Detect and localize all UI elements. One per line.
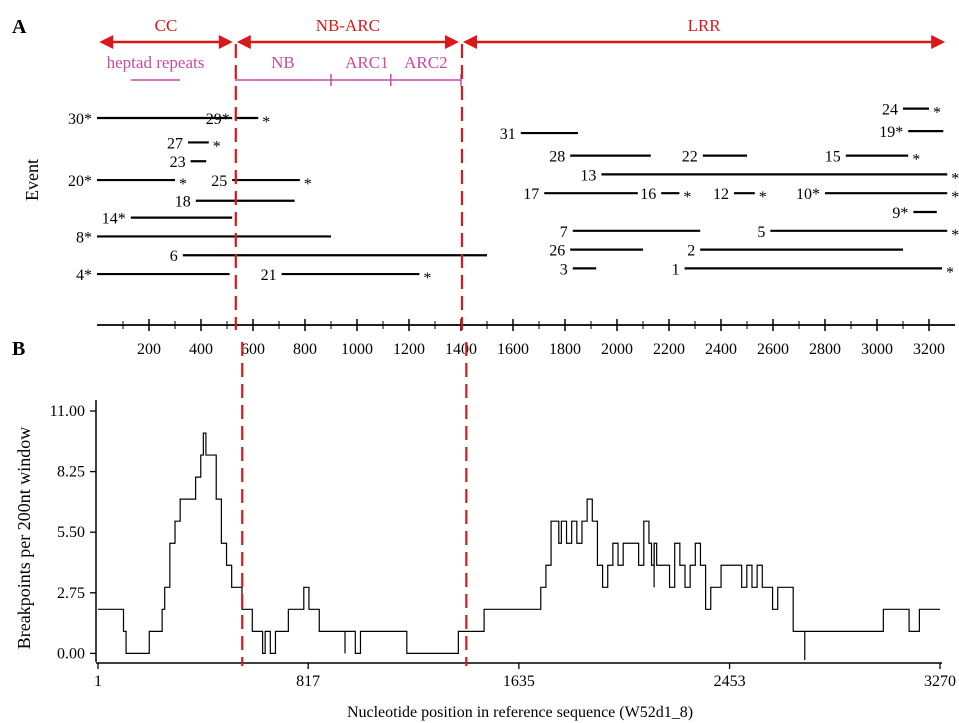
event-star: * <box>262 114 270 131</box>
event-label: 23 <box>170 154 186 171</box>
panel-b-ytick-label: 0.00 <box>57 645 85 662</box>
event-label: 13 <box>580 167 596 184</box>
panel-a-tick-label: 400 <box>189 341 213 358</box>
event-star: * <box>951 189 959 206</box>
domain-label: CC <box>155 16 178 35</box>
event-label: 26 <box>549 243 565 260</box>
panel-b-ytick-label: 5.50 <box>57 524 85 541</box>
domain-label: NB-ARC <box>316 16 380 35</box>
domain-arrow-head-left <box>463 35 477 49</box>
event-label: 28 <box>549 149 565 166</box>
panel-b-xtick-label: 2453 <box>714 673 746 690</box>
breakpoint-step-line <box>98 432 940 654</box>
panel-a-tick-label: 2200 <box>653 341 685 358</box>
event-segments: 30* 29* *24 *31 19*27 *23 28 22 15 *13 *20* * 25 *18 1… <box>68 102 959 287</box>
event-star: * <box>951 227 959 244</box>
event-star: * <box>946 264 954 281</box>
panel-b-axes: 0.00 2.75 5.50 8.25 11.00 1 817 1635 2453 3270 <box>50 400 956 690</box>
panel-b-xtick-label: 1 <box>94 673 102 690</box>
panel-a-ylabel: Event <box>22 159 42 201</box>
panel-a-tick-label: 2400 <box>705 341 737 358</box>
event-label: 24 <box>882 102 898 119</box>
event-label: 30* <box>68 111 92 128</box>
event-label: 8* <box>76 229 92 246</box>
panel-a-tick-label: 600 <box>241 341 265 358</box>
panel-a-tick-label: 1000 <box>341 341 373 358</box>
event-star: * <box>179 176 187 193</box>
event-label: 3 <box>560 261 568 278</box>
event-label: 25 <box>211 173 227 190</box>
panel-b-xlabel: Nucleotide position in reference sequenc… <box>347 704 693 721</box>
domain-arrow-head-left <box>236 35 251 49</box>
event-label: 4* <box>76 267 92 284</box>
event-label: 10* <box>796 186 820 203</box>
panel-b-label: B <box>12 338 25 360</box>
event-label: 31 <box>500 126 516 143</box>
panel-a-tick-label: 3200 <box>913 341 945 358</box>
panel-b-xtick-label: 3270 <box>924 673 956 690</box>
panel-a-tick-label: 1400 <box>445 341 477 358</box>
panel-a-tick-label: 800 <box>293 341 317 358</box>
event-star: * <box>759 189 767 206</box>
panel-b-ytick-label: 11.00 <box>50 403 85 420</box>
event-star: * <box>933 105 941 122</box>
panel-b-ytick-label: 2.75 <box>57 585 85 602</box>
subdomain-bars: heptad repeats NB ARC1 ARC2 <box>107 53 462 86</box>
panel-a-tick-label: 200 <box>137 341 161 358</box>
event-star: * <box>304 176 312 193</box>
domain-label: LRR <box>688 16 722 35</box>
panel-b-ytick-label: 8.25 <box>57 464 85 481</box>
event-label: 1 <box>672 261 680 278</box>
subdomain-label: ARC2 <box>404 53 447 72</box>
panel-a-tick-label: 3000 <box>861 341 893 358</box>
event-label: 16 <box>640 186 656 203</box>
subdomain-label: heptad repeats <box>107 53 205 72</box>
event-star: * <box>951 170 959 187</box>
event-star: * <box>912 152 920 169</box>
domain-arrow-head-right <box>218 35 233 49</box>
event-label: 17 <box>523 186 539 203</box>
event-label: 21 <box>261 267 277 284</box>
domain-boundary-lines <box>234 44 468 666</box>
panel-a-tick-label: 2000 <box>601 341 633 358</box>
panel-a-tick-label: 2800 <box>809 341 841 358</box>
panel-a-label: A <box>12 16 27 38</box>
panel-b-xtick-label: 817 <box>296 673 320 690</box>
event-label: 12 <box>713 186 729 203</box>
event-star: * <box>683 189 691 206</box>
event-label: 19* <box>879 124 903 141</box>
event-label: 29* <box>206 111 230 128</box>
panel-a-tick-label: 1800 <box>549 341 581 358</box>
subdomain-label: ARC1 <box>345 53 388 72</box>
event-star: * <box>213 138 221 155</box>
domain-arrow-head-left <box>99 35 114 49</box>
panel-a-tick-label: 1200 <box>393 341 425 358</box>
event-label: 18 <box>175 194 191 211</box>
event-star: * <box>423 270 431 287</box>
domain-arrow-head-right <box>445 35 459 49</box>
event-label: 20* <box>68 173 92 190</box>
event-label: 7 <box>560 224 568 241</box>
panel-b-ylabel: Breakpoints per 200nt window <box>14 427 34 649</box>
event-label: 27 <box>167 135 183 152</box>
event-label: 9* <box>892 205 908 222</box>
event-label: 22 <box>682 149 698 166</box>
panel-a-tick-label: 2600 <box>757 341 789 358</box>
subdomain-label: NB <box>271 53 295 72</box>
event-label: 15 <box>825 149 841 166</box>
event-label: 2 <box>687 243 695 260</box>
panel-a-axis: 200 400 600 800 1000 1200 1400 1600 1800 2000 2200… <box>97 319 955 358</box>
event-label: 6 <box>170 248 178 265</box>
event-label: 14* <box>102 211 126 228</box>
breakpoint-step-series <box>98 432 940 660</box>
panel-a-tick-label: 1600 <box>497 341 529 358</box>
domain-arrow-head-right <box>931 35 946 49</box>
event-label: 5 <box>757 224 765 241</box>
domain-arrows: CC NB-ARC LRR <box>99 16 946 49</box>
panel-b-xtick-label: 1635 <box>503 673 535 690</box>
